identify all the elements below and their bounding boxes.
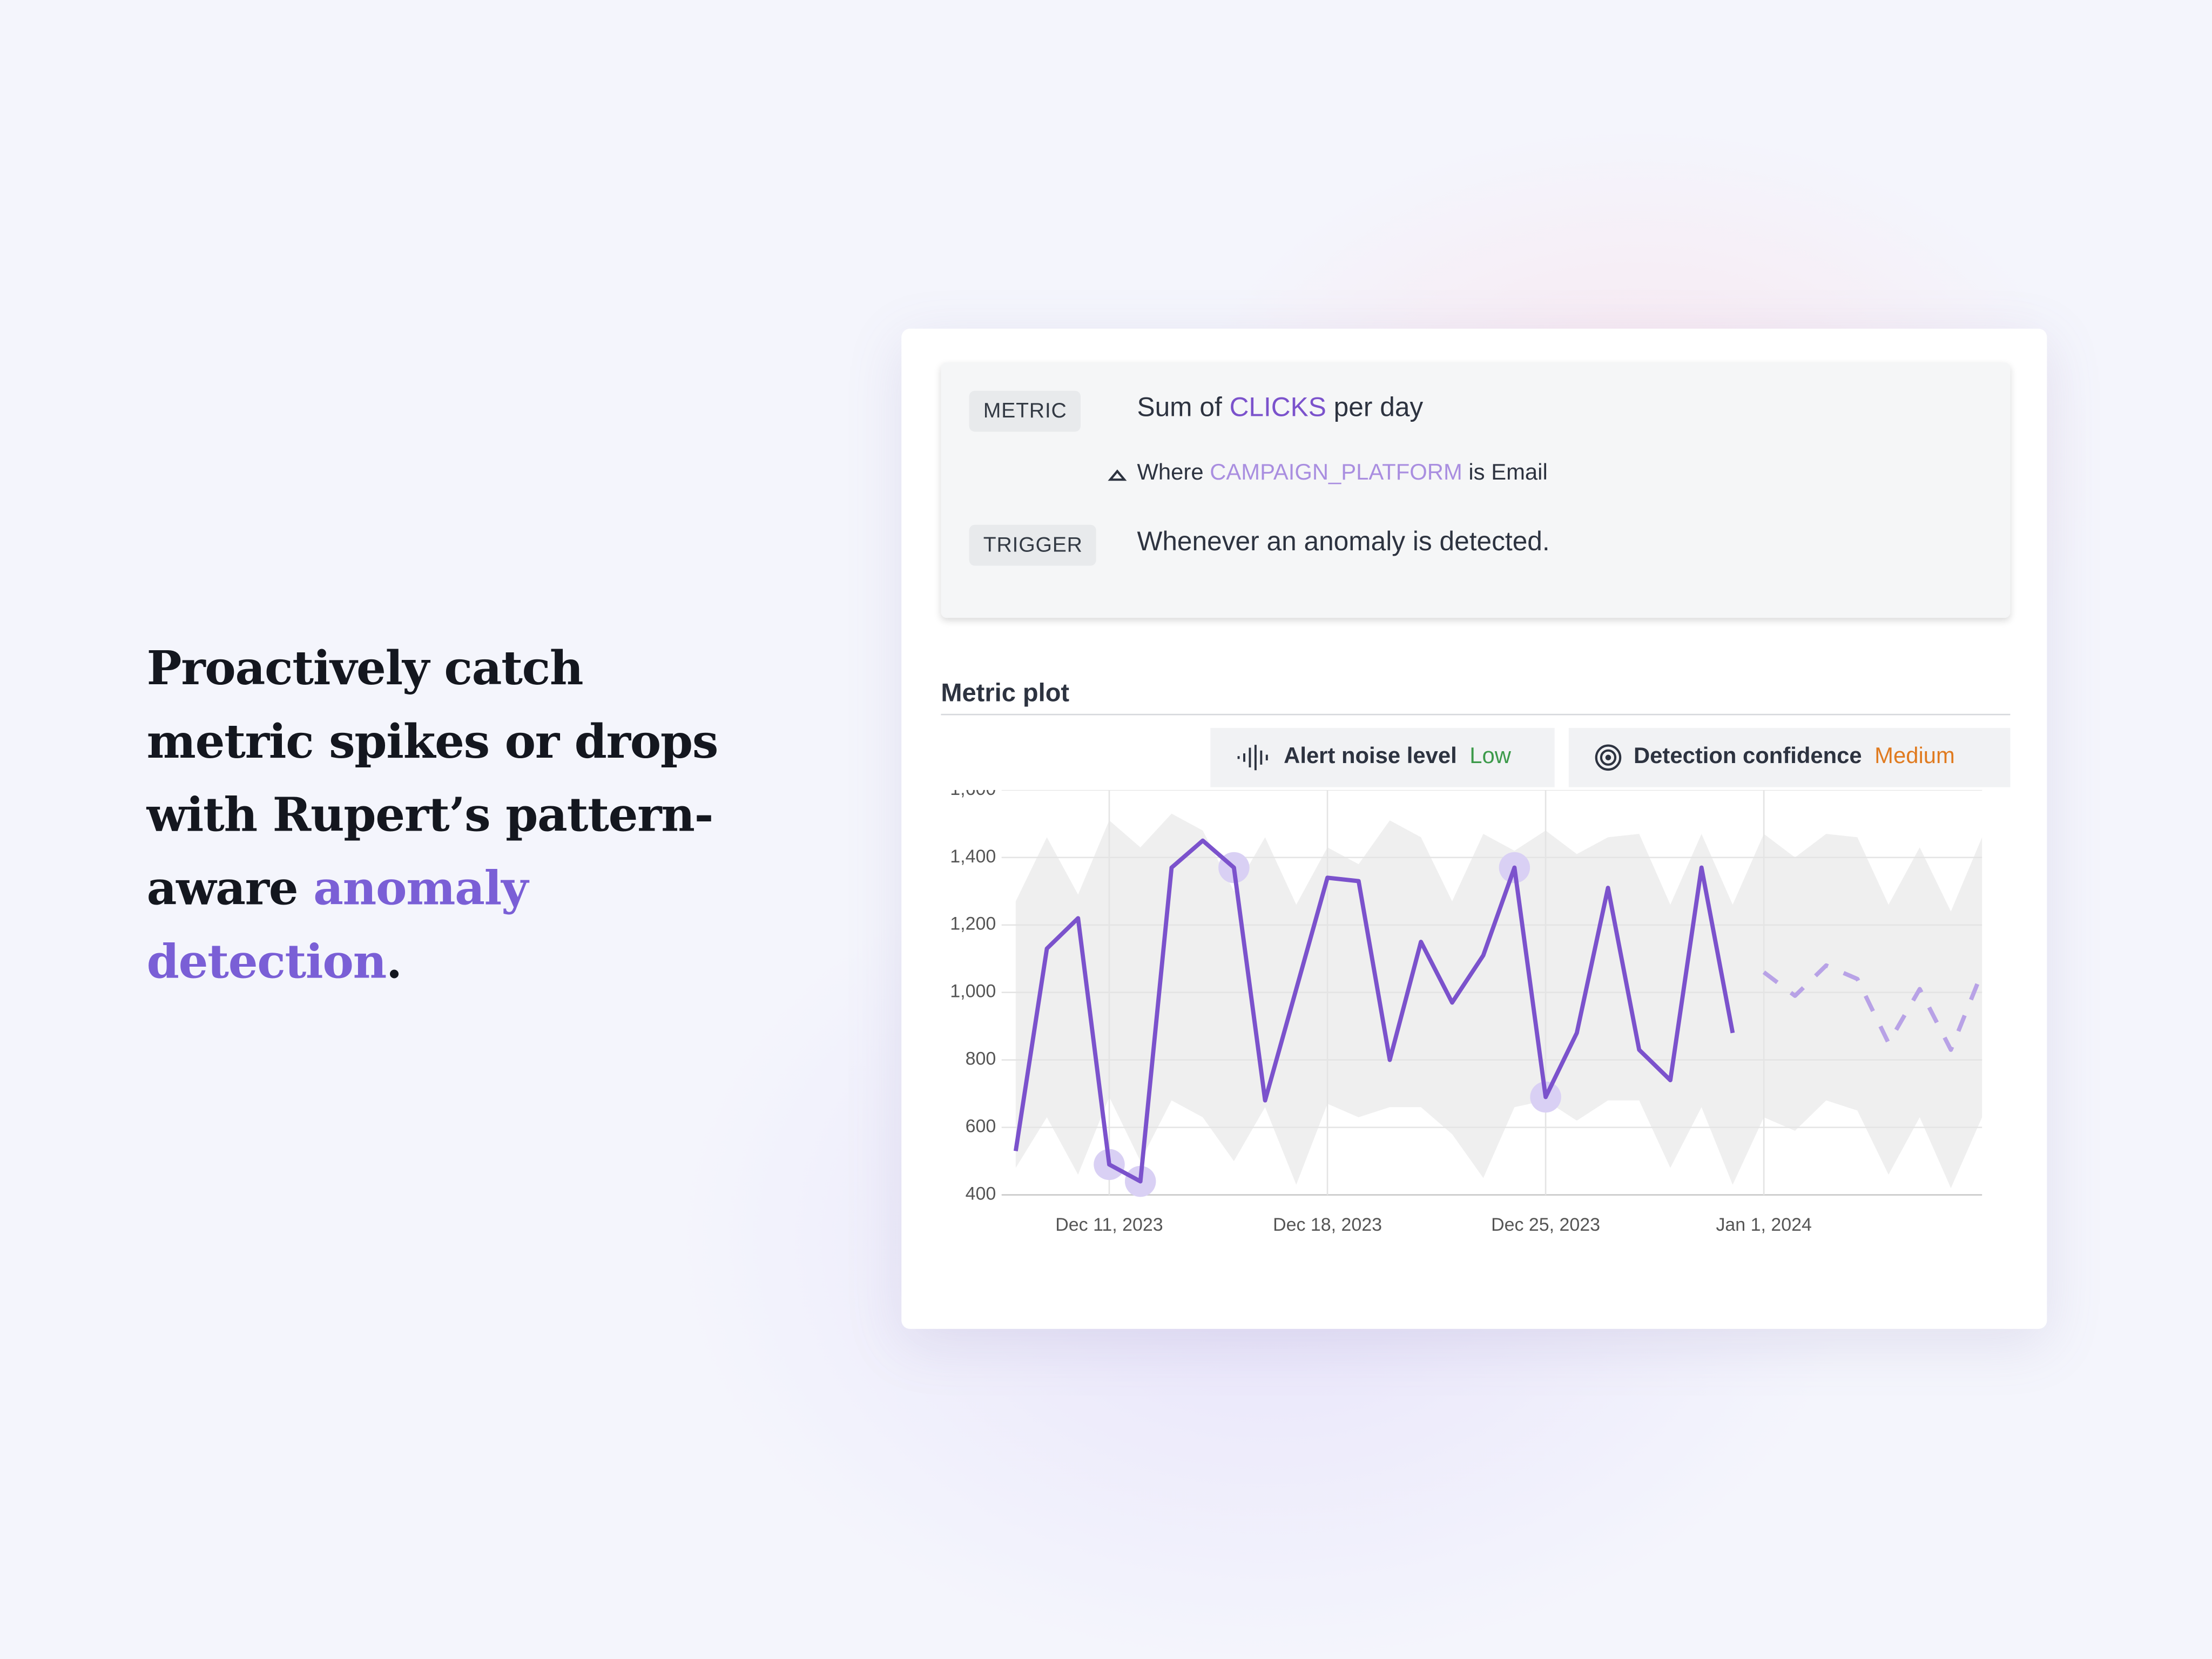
trigger-label: TRIGGER (969, 524, 1097, 566)
y-tick-label: 800 (966, 1049, 996, 1069)
setting-label: Detection confidence (1633, 745, 1862, 769)
headline-line: metric spikes or drops (146, 713, 719, 769)
metric-label: METRIC (969, 390, 1081, 432)
filter-word: is (1468, 461, 1485, 485)
headline-line: Proactively catch (146, 640, 584, 696)
x-tick-label: Dec 25, 2023 (1491, 1215, 1600, 1235)
metric-field: CLICKS (1229, 393, 1326, 423)
metric-text: Sum of CLICKS per day (1137, 394, 1423, 424)
divider (941, 713, 2011, 716)
x-tick-label: Dec 11, 2023 (1055, 1215, 1163, 1235)
noise-setting[interactable]: Alert noise level Low (1210, 727, 1555, 787)
filter-icon (1108, 469, 1127, 481)
metric-word: day (1380, 393, 1424, 423)
confidence-setting[interactable]: Detection confidence Medium (1568, 727, 2011, 787)
metric-word: Sum (1137, 393, 1192, 423)
forecast-line (1762, 963, 1984, 1052)
y-tick-label: 1,200 (950, 914, 996, 934)
filter-text: Where CAMPAIGN_PLATFORM is Email (1137, 461, 1547, 487)
setting-value: Low (1469, 745, 1511, 769)
metric-word: of (1199, 393, 1222, 423)
alert-definition: METRIC Sum of CLICKS per day Where CAMPA… (941, 362, 2011, 618)
filter-value: Email (1491, 461, 1548, 485)
setting-label: Alert noise level (1284, 745, 1457, 769)
metric-chart: 400 600 800 1,000 1,200 1,400 1,600 Dec 11, 202… (950, 790, 1984, 1235)
y-tick-label: 1,000 (950, 981, 996, 1002)
headline-period: . (386, 934, 402, 989)
headline-accent: detection (146, 934, 387, 989)
y-tick-label: 1,400 (950, 846, 996, 867)
headline: Proactively catch metric spikes or drops… (146, 632, 719, 999)
x-tick-label: Dec 18, 2023 (1273, 1215, 1382, 1235)
y-tick-label: 400 (966, 1184, 996, 1204)
y-tick-label: 1,600 (950, 790, 996, 799)
headline-line: detection. (147, 926, 718, 999)
metric-word: per (1333, 393, 1373, 423)
y-tick-label: 600 (966, 1116, 996, 1137)
plot-title: Metric plot (941, 678, 1070, 707)
headline-line: with Rupert’s pattern- (146, 787, 714, 842)
filter-field: CAMPAIGN_PLATFORM (1210, 461, 1462, 485)
noise-icon (1237, 745, 1268, 771)
x-tick-label: Jan 1, 2024 (1716, 1215, 1811, 1235)
expected-range (1015, 813, 1982, 1189)
alert-card: METRIC Sum of CLICKS per day Where CAMPA… (901, 328, 2047, 1329)
headline-word: aware (146, 860, 299, 916)
headline-accent: anomaly (313, 860, 528, 916)
setting-value: Medium (1874, 745, 1955, 769)
filter-word: Where (1137, 461, 1204, 485)
headline-line: aware anomaly (147, 852, 718, 926)
confidence-icon (1595, 744, 1622, 771)
metric-line (1013, 838, 1735, 1184)
trigger-text: Whenever an anomaly is detected. (1137, 527, 1550, 557)
